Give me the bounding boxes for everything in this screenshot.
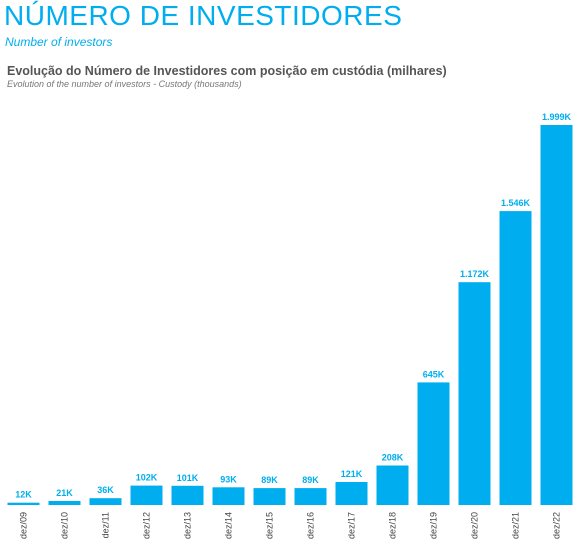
bar-dez-21: [499, 211, 532, 505]
page-title: NÚMERO DE INVESTIDORES: [4, 0, 403, 31]
x-tick-label: dez/11: [101, 512, 111, 538]
x-tick-label: dez/20: [470, 512, 480, 539]
bar-dez-19: [417, 382, 450, 505]
x-tick-label: dez/18: [388, 512, 398, 539]
bar-dez-20: [458, 282, 491, 505]
x-tick-label: dez/19: [429, 512, 439, 539]
bar-dez-22: [540, 125, 573, 505]
data-label: 121K: [341, 469, 363, 479]
bar-dez-18: [376, 465, 409, 505]
x-tick-label: dez/21: [511, 512, 521, 539]
data-label: 102K: [136, 473, 158, 483]
chart-title: Evolução do Número de Investidores com p…: [7, 64, 447, 78]
x-tick-label: dez/13: [183, 512, 193, 539]
data-label: 1.546K: [501, 198, 531, 208]
data-label: 36K: [97, 485, 114, 495]
x-tick-label: dez/15: [265, 512, 275, 539]
data-label: 645K: [423, 369, 445, 379]
bar-dez-12: [130, 485, 163, 505]
data-label: 89K: [302, 475, 319, 485]
bar-dez-10: [48, 501, 81, 505]
bar-dez-09: [7, 502, 40, 505]
x-tick-label: dez/22: [552, 512, 562, 539]
x-tick-label: dez/14: [224, 512, 234, 539]
bar-dez-15: [253, 488, 286, 505]
data-label: 1.172K: [460, 269, 490, 279]
bar-dez-13: [171, 485, 204, 505]
chart-subtitle: Evolution of the number of investors - C…: [7, 79, 242, 89]
bar-dez-16: [294, 488, 327, 505]
data-label: 21K: [56, 488, 73, 498]
bar-dez-14: [212, 487, 245, 505]
bar-dez-17: [335, 482, 368, 505]
x-tick-label: dez/12: [142, 512, 152, 539]
data-label: 93K: [220, 474, 237, 484]
data-label: 208K: [382, 453, 404, 463]
data-label: 12K: [15, 490, 32, 500]
x-tick-label: dez/17: [347, 512, 357, 539]
x-tick-label: dez/10: [60, 512, 70, 539]
bar-dez-11: [89, 498, 122, 505]
page-subtitle: Number of investors: [5, 35, 113, 49]
data-label: 101K: [177, 473, 199, 483]
x-tick-label: dez/09: [19, 512, 29, 539]
data-label: 1.999K: [542, 112, 572, 122]
x-tick-label: dez/16: [306, 512, 316, 539]
data-label: 89K: [261, 475, 278, 485]
